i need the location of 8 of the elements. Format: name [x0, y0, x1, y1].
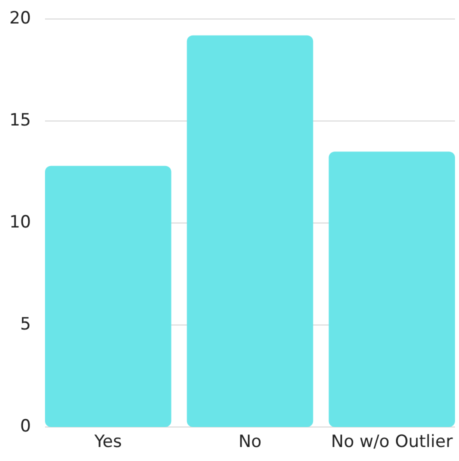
x-tick-label: No: [238, 432, 262, 452]
y-tick-label: 0: [20, 416, 31, 437]
y-tick-label: 20: [9, 8, 31, 29]
x-tick-label: Yes: [93, 432, 122, 452]
x-tick-label: No w/o Outlier: [331, 432, 453, 452]
y-tick-label: 10: [9, 212, 31, 233]
y-tick-label: 5: [20, 314, 31, 335]
y-tick-label: 15: [9, 110, 31, 131]
